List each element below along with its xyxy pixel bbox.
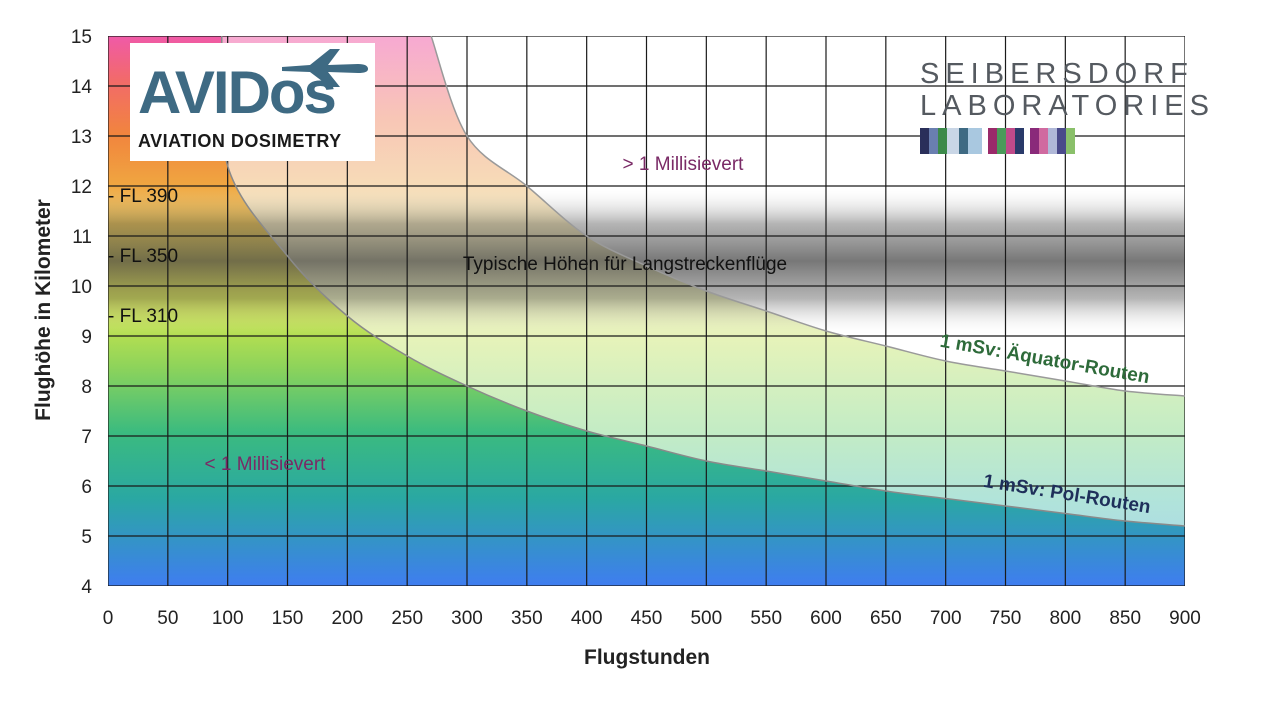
y-tick-label: 9: [81, 327, 92, 348]
seibersdorf-color-bars: [920, 128, 1170, 154]
y-tick-label: 8: [81, 377, 92, 398]
y-tick-label: 6: [81, 477, 92, 498]
x-tick-label: 700: [930, 608, 962, 629]
annotation-below: < 1 Millisievert: [205, 454, 327, 475]
polar-area: [108, 36, 1185, 586]
seibersdorf-line1: SEIBERSDORF: [920, 58, 1194, 90]
x-tick-label: 200: [331, 608, 363, 629]
fl-390-label: - FL 390: [108, 186, 178, 207]
seibersdorf-logo: SEIBERSDORF LABORATORIES: [920, 58, 1215, 158]
x-tick-label: 350: [511, 608, 543, 629]
x-tick-label: 900: [1169, 608, 1201, 629]
polar-curve: [220, 36, 1185, 527]
x-tick-label: 450: [631, 608, 663, 629]
y-axis-label: Flughöhe in Kilometer: [32, 199, 55, 421]
x-tick-label: 150: [272, 608, 304, 629]
y-tick-label: 5: [81, 527, 92, 548]
x-tick-label: 650: [870, 608, 902, 629]
y-tick-label: 4: [81, 577, 92, 598]
annotation-above: > 1 Millisievert: [623, 154, 745, 175]
x-tick-label: 550: [750, 608, 782, 629]
equator-curve: [430, 36, 1185, 397]
y-tick-label: 11: [72, 227, 92, 248]
x-tick-label: 800: [1049, 608, 1081, 629]
band-label: Typische Höhen für Langstreckenflüge: [463, 254, 787, 275]
x-tick-label: 300: [451, 608, 483, 629]
y-tick-label: 14: [71, 77, 93, 98]
avidos-wordmark: AVIDos: [138, 59, 337, 126]
x-tick-label: 850: [1109, 608, 1141, 629]
y-tick-label: 13: [71, 127, 92, 148]
x-tick-label: 600: [810, 608, 842, 629]
avidos-logo: AVIDos AVIATION DOSIMETRY: [130, 43, 375, 161]
x-tick-label: 500: [690, 608, 722, 629]
fl-350-label: - FL 350: [108, 246, 178, 267]
x-tick-label: 250: [391, 608, 423, 629]
grid: [108, 36, 1185, 586]
y-tick-label: 7: [81, 427, 92, 448]
y-tick-label: 15: [71, 27, 92, 48]
avidos-subtitle: AVIATION DOSIMETRY: [138, 131, 342, 151]
airplane-icon: [282, 49, 368, 87]
x-tick-label: 100: [212, 608, 244, 629]
y-tick-label: 12: [71, 177, 92, 198]
seibersdorf-line2: LABORATORIES: [920, 90, 1215, 122]
fl-310-label: - FL 310: [108, 306, 178, 327]
x-axis-label: Flugstunden: [584, 646, 710, 669]
x-tick-label: 50: [157, 608, 178, 629]
x-tick-label: 0: [103, 608, 114, 629]
x-tick-label: 750: [990, 608, 1022, 629]
axis-ticks: 0 50 100 150 200 250 300 350 400 450 500 550 600 650 7…: [71, 27, 1201, 629]
x-tick-label: 400: [571, 608, 603, 629]
y-tick-label: 10: [71, 277, 92, 298]
